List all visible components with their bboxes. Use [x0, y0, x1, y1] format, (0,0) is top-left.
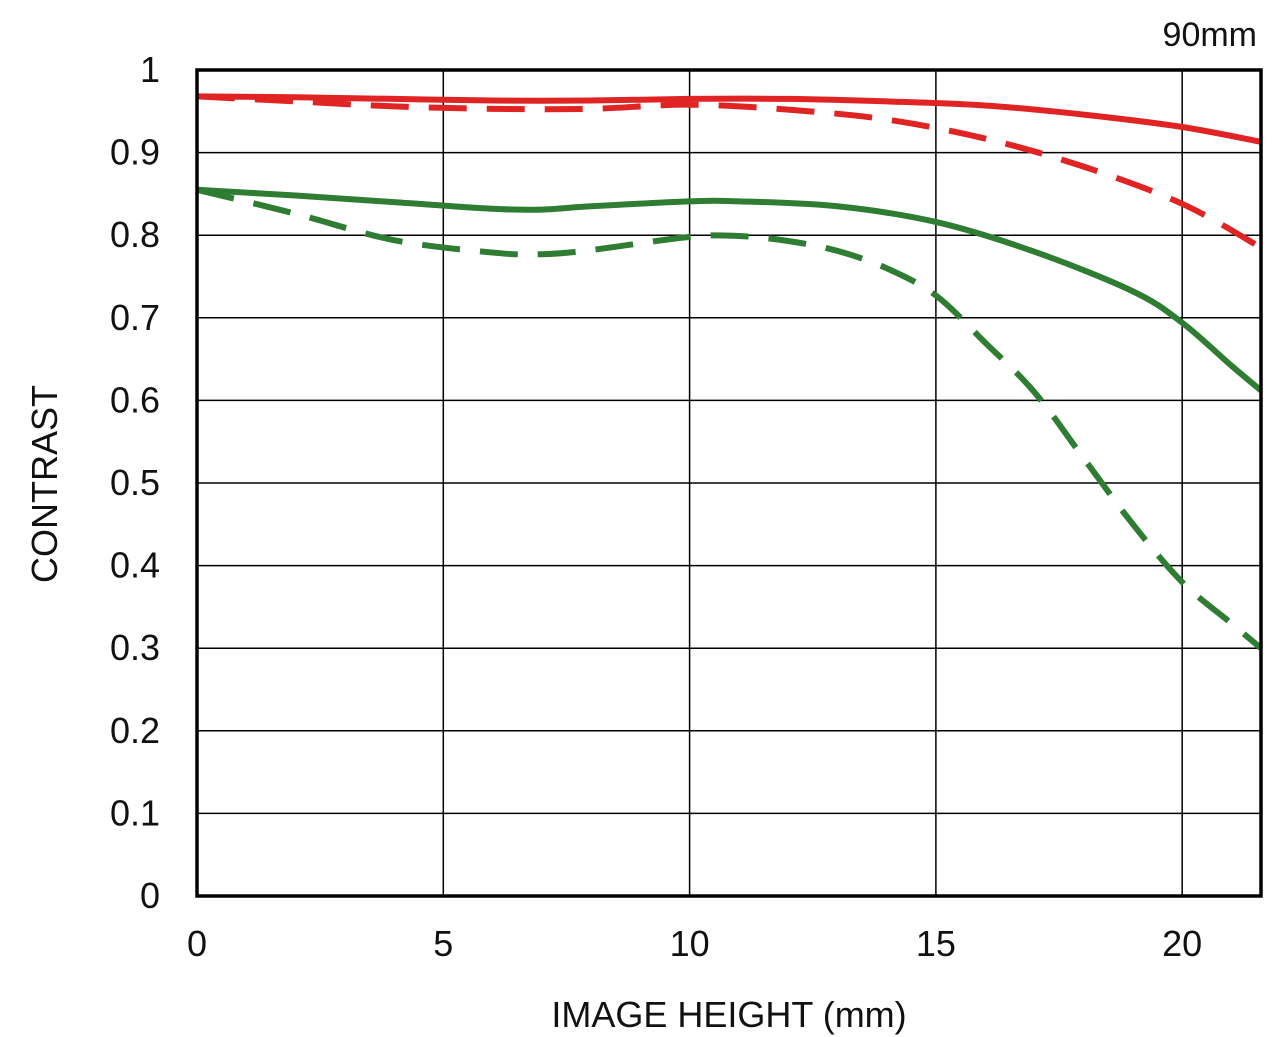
y-tick-label: 0.5 [110, 462, 160, 503]
series-lines [196, 93, 1263, 651]
y-tick-labels: 0 0.1 0.2 0.3 0.4 0.5 0.6 0.7 0.8 0.9 1 [110, 49, 160, 916]
red-dashed-line [196, 93, 1263, 251]
x-tick-label: 5 [433, 923, 453, 964]
green-dashed-line [196, 186, 1263, 651]
y-tick-label: 0.3 [110, 627, 160, 668]
red-solid-line [196, 93, 1262, 145]
x-tick-label: 20 [1162, 923, 1202, 964]
y-tick-label: 0.8 [110, 214, 160, 255]
y-tick-label: 0.9 [110, 132, 160, 173]
focal-length-label: 90mm [1163, 16, 1257, 54]
y-tick-label: 0 [140, 875, 160, 916]
grid-lines [197, 70, 1261, 896]
y-axis-title: CONTRAST [24, 385, 65, 583]
x-axis-title: IMAGE HEIGHT (mm) [551, 994, 906, 1035]
x-tick-label: 0 [187, 923, 207, 964]
green-solid-line [196, 186, 1263, 393]
y-tick-label: 1 [140, 49, 160, 90]
y-tick-label: 0.2 [110, 710, 160, 751]
y-tick-label: 0.4 [110, 545, 160, 586]
y-tick-label: 0.7 [110, 297, 160, 338]
y-tick-label: 0.1 [110, 792, 160, 833]
x-tick-labels: 0 5 10 15 20 [187, 923, 1202, 964]
x-tick-label: 10 [670, 923, 710, 964]
plot-frame [195, 68, 1263, 898]
x-tick-label: 15 [916, 923, 956, 964]
y-tick-label: 0.6 [110, 379, 160, 420]
